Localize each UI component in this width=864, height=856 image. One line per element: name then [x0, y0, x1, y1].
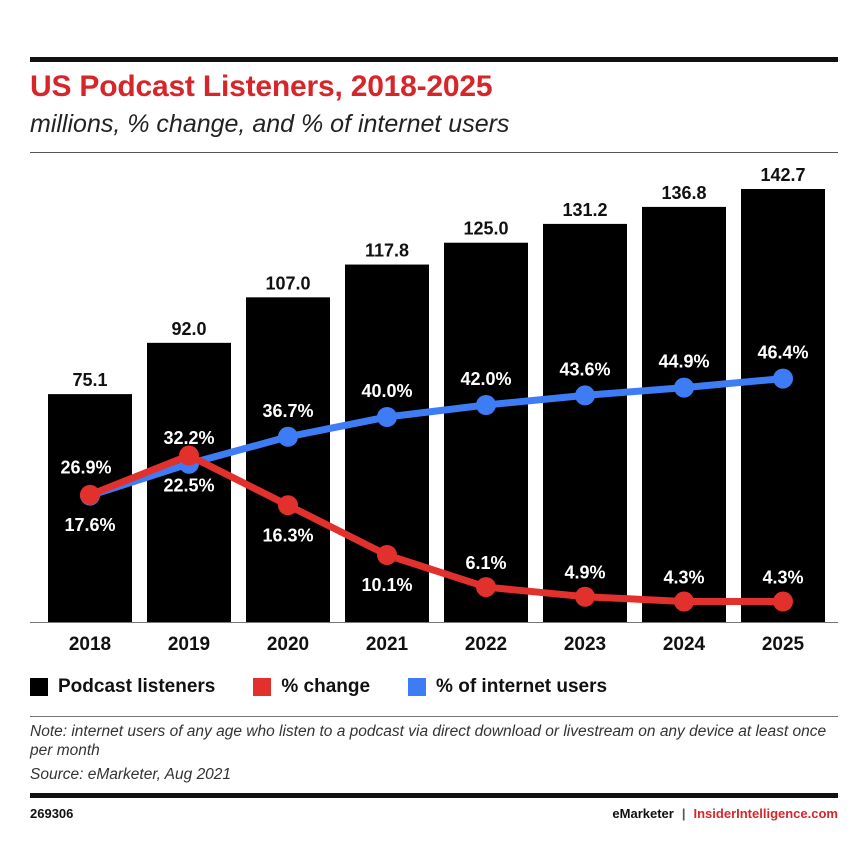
change-point-2024: [674, 591, 694, 612]
brand-separator: |: [681, 806, 686, 821]
internet-users-point-2025: [773, 368, 793, 389]
top-rule: [30, 57, 838, 62]
internet-users-line: [86, 375, 787, 500]
change-label-2024: 4.3%: [663, 568, 704, 588]
change-point-2025: [773, 591, 793, 612]
change-label-2023: 4.9%: [564, 563, 605, 583]
bar-2019: [147, 342, 231, 622]
internet-users-label-2023: 43.6%: [559, 359, 610, 379]
internet-users-point-2023: [575, 385, 595, 406]
legend-label-change: % change: [281, 676, 371, 697]
legend-item-change: % change: [253, 676, 370, 698]
change-point-2023: [575, 586, 595, 607]
bar-2021: [345, 264, 429, 622]
chart-subtitle: millions, % change, and % of internet us…: [30, 110, 510, 138]
x-tick-2024: 2024: [663, 634, 706, 655]
footnote-divider: [30, 716, 838, 717]
chart-title: US Podcast Listeners, 2018-2025: [30, 70, 493, 103]
bar-2025: [741, 189, 825, 622]
bar-label-2019: 92.0: [171, 319, 206, 339]
change-label-2022: 6.1%: [465, 553, 506, 573]
footnote-note: Note: internet users of any age who list…: [30, 723, 827, 759]
legend-label-listeners: Podcast listeners: [58, 676, 216, 697]
bar-2018: [48, 394, 132, 622]
bar-2020: [246, 297, 330, 622]
internet-users-label-2020: 36.7%: [262, 401, 313, 421]
bar-label-2023: 131.2: [562, 200, 607, 220]
footnote-source: Source: eMarketer, Aug 2021: [30, 766, 232, 783]
x-tick-2019: 2019: [168, 634, 210, 655]
change-label-2021: 10.1%: [361, 575, 412, 595]
x-tick-2020: 2020: [267, 634, 309, 655]
change-point-2022: [476, 577, 496, 598]
legend-item-internet-users: % of internet users: [408, 676, 607, 698]
legend-swatch-change: [253, 678, 272, 696]
change-label-2019: 22.5%: [163, 476, 214, 496]
change-point-2019: [179, 445, 199, 466]
change-point-2020: [278, 495, 298, 516]
legend-item-listeners: Podcast listeners: [30, 676, 215, 698]
legend: Podcast listeners % change % of internet…: [30, 674, 645, 700]
internet-users-label-2021: 40.0%: [361, 381, 412, 401]
bar-label-2025: 142.7: [760, 165, 805, 185]
bar-label-2022: 125.0: [463, 219, 508, 239]
internet-users-point-2020: [278, 426, 298, 447]
bar-2022: [444, 242, 528, 623]
brand-insider-intelligence: InsiderIntelligence.com: [693, 806, 839, 821]
internet-users-label-2022: 42.0%: [460, 369, 511, 389]
change-line: [86, 452, 787, 606]
x-tick-2022: 2022: [465, 634, 507, 655]
change-point-2018: [80, 484, 100, 505]
legend-swatch-internet-users: [408, 678, 427, 696]
title-divider: [30, 152, 838, 153]
x-tick-2023: 2023: [564, 634, 606, 655]
internet-users-point-2021: [377, 407, 397, 427]
x-tick-2021: 2021: [366, 634, 409, 655]
internet-users-label-2025: 46.4%: [757, 343, 808, 363]
chart-id: 269306: [30, 806, 74, 821]
bar-label-2024: 136.8: [661, 183, 706, 203]
internet-users-label-2024: 44.9%: [658, 352, 709, 372]
footer-brand: eMarketer | InsiderIntelligence.com: [612, 806, 838, 821]
internet-users-label-2018: 26.9%: [60, 458, 111, 478]
internet-users-point-2022: [476, 395, 496, 415]
change-label-2020: 16.3%: [262, 525, 313, 545]
legend-label-internet-users: % of internet users: [436, 676, 608, 697]
bar-2024: [642, 206, 726, 622]
x-tick-2018: 2018: [69, 634, 111, 655]
x-tick-2025: 2025: [762, 634, 805, 655]
brand-emarketer: eMarketer: [612, 806, 674, 821]
internet-users-point-2024: [674, 377, 694, 398]
internet-users-label-2019: 32.2%: [163, 428, 214, 448]
bar-label-2020: 107.0: [265, 273, 310, 293]
bar-label-2018: 75.1: [72, 370, 107, 390]
bar-2023: [543, 223, 627, 622]
change-point-2021: [377, 544, 397, 565]
bar-label-2021: 117.8: [365, 241, 409, 261]
change-label-2025: 4.3%: [762, 568, 803, 588]
chart-plot: 75.1 92.0 107.0 117.8 125.0 131.2 136.8 142.7 20…: [30, 165, 838, 655]
legend-swatch-listeners: [30, 678, 48, 696]
change-label-2018: 17.6%: [64, 515, 115, 535]
bottom-rule: [30, 793, 838, 798]
